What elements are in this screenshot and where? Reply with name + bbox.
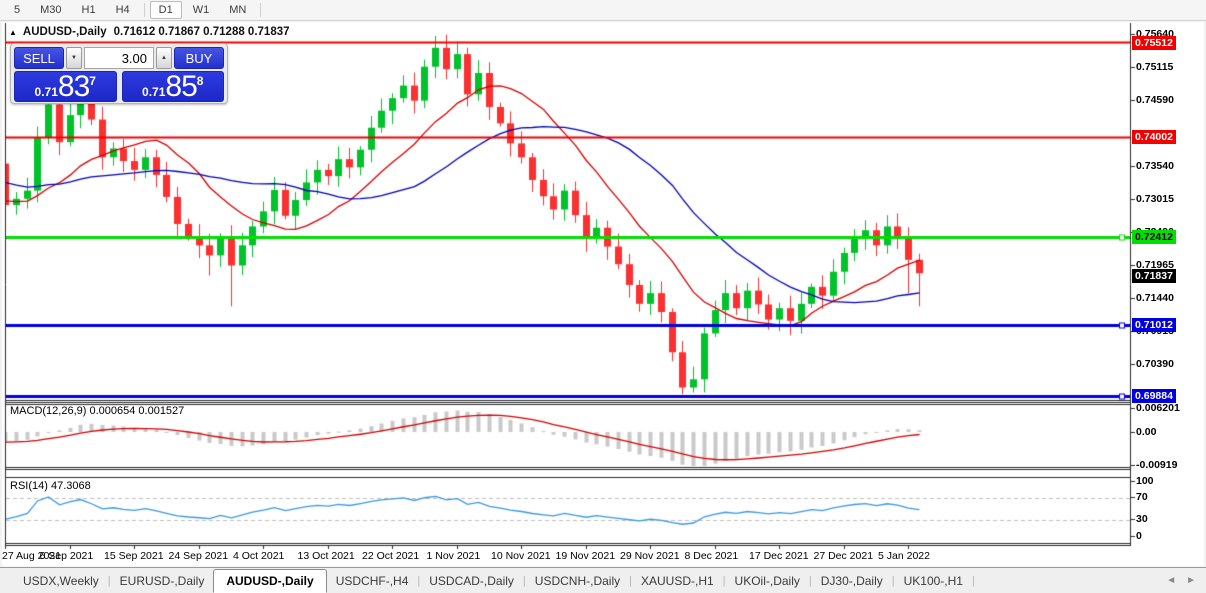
timeframe-button-H1[interactable]: H1 — [81, 4, 96, 16]
chart-tab-xauusd-h1[interactable]: XAUUSD-,H1 — [640, 573, 714, 588]
date-axis-label: 15 Sep 2021 — [104, 550, 164, 562]
sell-price-button[interactable]: 0.71 83 7 — [14, 71, 117, 102]
chart-tab-bar: USDX,Weekly | EURUSD-,Daily AUDUSD-,Daily US… — [0, 567, 1206, 593]
timeframe-button-H4[interactable]: H4 — [115, 4, 130, 16]
support-price-tag: 0.69884 — [1132, 389, 1176, 403]
resistance-price-tag: 0.74002 — [1132, 130, 1176, 144]
price-tick-label: 0.73015 — [1136, 193, 1174, 205]
date-axis-label: 13 Oct 2021 — [297, 550, 355, 562]
rsi-axis-label: 100 — [1136, 475, 1154, 487]
price-tick-label: 0.74590 — [1136, 94, 1174, 106]
tab-separator: | — [808, 574, 812, 587]
chart-tab-usdcnh-daily[interactable]: USDCNH-,Daily — [534, 573, 621, 588]
volume-input[interactable]: 3.00 — [84, 47, 154, 69]
macd-indicator-label: MACD(12,26,9) 0.000654 0.001527 — [10, 405, 185, 417]
tab-separator: | — [891, 574, 895, 587]
date-axis-label: 17 Dec 2021 — [749, 550, 809, 562]
rsi-indicator-label: RSI(14) 47.3068 — [10, 480, 91, 492]
sell-price-pipette: 7 — [89, 74, 96, 88]
date-axis-label: 1 Nov 2021 — [426, 550, 481, 562]
buy-price-button[interactable]: 0.71 85 8 — [121, 70, 224, 103]
price-tick-label: 0.71440 — [1136, 292, 1174, 304]
chart-tab-audusd-daily[interactable]: AUDUSD-,Daily — [213, 569, 327, 593]
tab-separator: | — [722, 574, 726, 587]
rsi-axis-label: 0 — [1136, 530, 1142, 542]
buy-price-prefix: 0.71 — [142, 85, 166, 99]
tab-separator: | — [417, 574, 421, 587]
volume-increase-button[interactable]: ▲ — [156, 47, 172, 69]
tab-scroll-right-icon[interactable]: ► — [1186, 575, 1196, 586]
price-tick-label: 0.70390 — [1136, 358, 1174, 370]
sell-price-big-digits: 83 — [57, 70, 90, 103]
tab-separator: | — [522, 574, 526, 587]
timeframe-toolbar: 5 M30 H1 H4 D1 W1 MN — [0, 0, 1206, 21]
timeframe-button-D1[interactable]: D1 — [149, 1, 182, 19]
tab-separator: | — [971, 574, 975, 587]
date-axis-label: 6 Sep 2021 — [39, 550, 94, 562]
date-axis-label: 19 Nov 2021 — [555, 550, 616, 562]
date-axis-label: 22 Oct 2021 — [362, 550, 420, 562]
date-axis-label: 10 Nov 2021 — [491, 550, 551, 562]
chart-tab-ukoil-daily[interactable]: UKOil-,Daily — [734, 573, 800, 588]
ohlc-values: 0.71612 0.71867 0.71288 0.71837 — [113, 26, 290, 38]
buy-button[interactable]: BUY — [174, 47, 224, 69]
price-tick-label: 0.73540 — [1136, 160, 1174, 172]
price-tick-label: 0.71965 — [1136, 259, 1174, 271]
rsi-axis-label: 30 — [1136, 513, 1148, 525]
chart-tab-dj30-daily[interactable]: DJ30-,Daily — [820, 573, 883, 588]
resistance-price-tag: 0.75512 — [1132, 36, 1176, 50]
chart-tab-usdchf-h4[interactable]: USDCHF-,H4 — [335, 573, 409, 588]
one-click-trading-panel: SELL ▼ 3.00 ▲ BUY 0.71 83 7 0.71 85 8 — [10, 43, 228, 104]
buy-price-big-digits: 85 — [165, 70, 197, 103]
rsi-axis-label: 70 — [1136, 491, 1148, 503]
trade-panel-top-row: SELL ▼ 3.00 ▲ BUY — [14, 47, 224, 69]
chart-tab-usdcad-daily[interactable]: USDCAD-,Daily — [429, 573, 514, 588]
sell-price-prefix: 0.71 — [34, 85, 58, 99]
chart-tab-eurusd-daily[interactable]: EURUSD-,Daily — [119, 573, 205, 588]
trade-panel-price-row: 0.71 83 7 0.71 85 8 — [14, 71, 224, 102]
chart-tab-usdx-weekly[interactable]: USDX,Weekly — [23, 573, 99, 588]
support-price-tag: 0.72412 — [1132, 230, 1176, 244]
timeframe-button-5[interactable]: 5 — [14, 4, 21, 16]
timeframe-button-MN[interactable]: MN — [229, 4, 247, 16]
chart-tab-uk100-h1[interactable]: UK100-,H1 — [903, 573, 963, 588]
support-price-tag: 0.71012 — [1132, 318, 1176, 332]
timeframe-button-M30[interactable]: M30 — [40, 4, 62, 16]
date-axis-label: 24 Sep 2021 — [168, 550, 229, 562]
buy-price-pipette: 8 — [196, 74, 204, 88]
collapse-triangle-icon[interactable]: ▲ — [9, 27, 17, 37]
tab-separator: | — [629, 574, 632, 587]
tab-separator: | — [107, 574, 111, 587]
sell-button[interactable]: SELL — [14, 47, 64, 69]
current-price-tag: 0.71837 — [1132, 269, 1176, 283]
date-axis-label: 8 Dec 2021 — [684, 550, 739, 562]
macd-axis-label: -0.00919 — [1136, 459, 1178, 471]
tab-scroll-left-icon[interactable]: ◄ — [1166, 575, 1177, 586]
date-axis-label: 27 Aug 2021 — [2, 550, 61, 562]
tabs-holder: USDX,Weekly | EURUSD-,Daily AUDUSD-,Daily US… — [14, 568, 975, 593]
price-tick-label: 0.75115 — [1136, 61, 1174, 73]
symbol-label: AUDUSD-,Daily — [22, 26, 107, 38]
date-axis-label: 27 Dec 2021 — [813, 550, 874, 562]
timeframe-button-W1[interactable]: W1 — [192, 4, 210, 16]
date-axis-label: 4 Oct 2021 — [233, 550, 285, 562]
tab-scroll-controls: ◄ ► — [1166, 575, 1196, 586]
toolbar-separator — [143, 3, 145, 17]
volume-decrease-button[interactable]: ▼ — [66, 47, 82, 69]
chart-title: ▲ AUDUSD-,Daily 0.71612 0.71867 0.71288 … — [9, 26, 290, 38]
macd-axis-label: 0.00 — [1136, 426, 1157, 438]
date-axis-label: 29 Nov 2021 — [620, 550, 680, 562]
macd-axis-label: 0.006201 — [1136, 402, 1180, 414]
date-axis-label: 5 Jan 2022 — [878, 550, 930, 562]
toolbar-separator — [260, 3, 262, 17]
